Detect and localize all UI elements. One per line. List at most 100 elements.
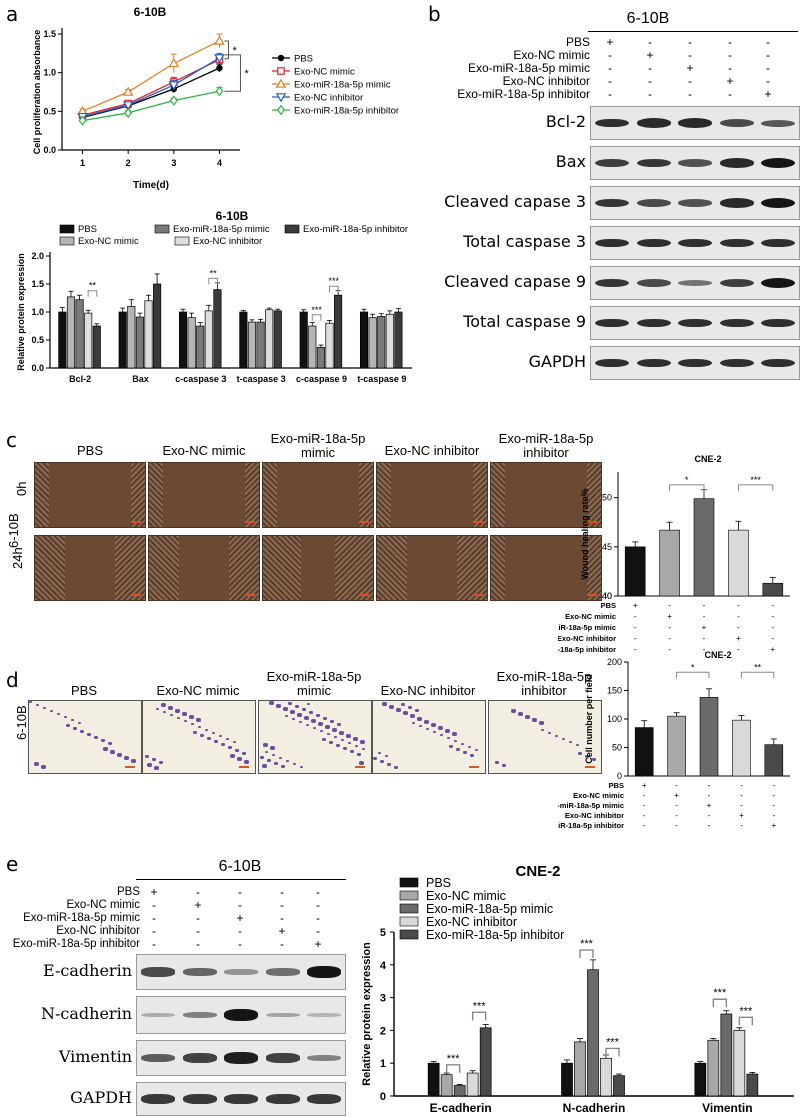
condition-label: Exo-miR-18a-5p mimic [558, 801, 624, 810]
bar [359, 311, 369, 369]
transwell-image [142, 700, 256, 774]
legend-marker [277, 104, 285, 116]
bar [273, 310, 282, 369]
migrated-cell [431, 723, 436, 727]
cell-edge-left [149, 463, 163, 527]
cell-edge-right [457, 536, 487, 600]
migrated-cell [50, 710, 53, 712]
sig-stars: *** [580, 938, 594, 950]
migrated-cell [426, 728, 429, 730]
blot-band [678, 238, 713, 248]
bar [178, 311, 188, 369]
migrated-cell [330, 720, 334, 723]
sig-star: * [232, 45, 237, 57]
blot-band [141, 967, 175, 977]
blot-membrane [136, 1082, 346, 1116]
migrated-cell [152, 758, 156, 761]
row-label: 0h [14, 481, 29, 496]
legend-label: PBS [294, 54, 313, 65]
data-point [122, 101, 134, 111]
bar [440, 1074, 453, 1097]
migrated-cell [410, 714, 415, 718]
condition-label: Exo-NC mimic [565, 612, 616, 621]
y-axis-label: Wound healing rate% [580, 488, 590, 579]
condition-mark: - [280, 898, 284, 912]
migrated-cell [170, 714, 173, 716]
blot-band [719, 278, 754, 288]
migrated-cell [445, 729, 450, 733]
migrated-cell [378, 752, 381, 754]
migrated-cell [449, 745, 453, 748]
x-tick-label: 1 [80, 158, 85, 168]
blot-band [595, 318, 629, 328]
condition-label: PBS [565, 35, 590, 49]
blot-band [678, 199, 713, 207]
cell-edge-right [587, 463, 601, 527]
condition-mark: - [772, 801, 775, 810]
migrated-cell [94, 736, 98, 739]
migrated-cell [311, 719, 316, 723]
migrated-cell [36, 704, 39, 706]
panel-label-d: d [6, 668, 19, 692]
bar [299, 311, 308, 369]
bar [187, 317, 196, 369]
blot-band [719, 358, 754, 368]
scale-bar [587, 521, 597, 523]
migrated-cell [293, 763, 296, 765]
blot-band [761, 119, 796, 127]
condition-mark: - [238, 885, 242, 899]
blot-band [636, 238, 671, 248]
bar [213, 289, 222, 369]
legend-label: Exo-NC mimic [426, 889, 506, 903]
migrated-cell [438, 726, 443, 730]
condition-mark: + [771, 821, 776, 830]
bar [634, 727, 654, 777]
migrated-cell [290, 710, 295, 714]
condition-mark: - [737, 623, 740, 632]
cell-edge-left [491, 463, 505, 527]
blot-row-label: Total caspase 3 [463, 232, 586, 251]
condition-mark: - [316, 898, 320, 912]
condition-mark: - [196, 911, 200, 925]
sig-bracket [87, 290, 98, 297]
migrated-cell [309, 711, 313, 714]
bar [728, 529, 749, 597]
bar [153, 283, 162, 369]
legend-label: Exo-miR-18a-5p mimic [426, 902, 553, 916]
cell-edge-left [263, 536, 301, 600]
condition-mark: - [608, 87, 612, 101]
migrated-cell [408, 706, 412, 709]
condition-mark: - [608, 61, 612, 75]
bar [720, 1013, 733, 1097]
legend-swatch [399, 916, 419, 927]
blot-band [678, 318, 713, 328]
y-axis-label: Relative protein expression [16, 253, 26, 371]
blot-band [595, 158, 629, 168]
blot-row-label: Vimentin [58, 1047, 132, 1066]
migrated-cell [297, 713, 302, 717]
bar [256, 321, 265, 369]
migrated-cell [189, 715, 194, 719]
data-point [214, 35, 225, 45]
chart-title: CNE-2 [694, 454, 721, 464]
migrated-cell [182, 712, 187, 716]
sig-bracket [224, 54, 241, 92]
bar [385, 313, 394, 369]
blot-row-label: Bax [555, 152, 586, 171]
panel-label-a: a [6, 2, 19, 26]
proliferation-line-chart: 6-10B 0.0 0.5 1.0 1.5 1 2 3 4 Time(d) Cell prolife… [32, 5, 399, 191]
x-tick-label: N-cadherin [563, 1101, 626, 1115]
cell-edge-left [35, 463, 49, 527]
condition-mark: - [771, 634, 774, 643]
migrated-cell [78, 722, 81, 724]
condition-mark: - [766, 35, 770, 49]
cell-edge-right [359, 463, 373, 527]
condition-mark: + [736, 634, 741, 643]
panel-label-c: c [6, 428, 17, 452]
condition-mark: - [608, 48, 612, 62]
migrated-cell [502, 764, 506, 767]
bar [368, 317, 377, 369]
blot-band [307, 1093, 342, 1105]
condition-label: Exo-miR-18a-5p inhibitor [12, 938, 140, 950]
sig-bracket [445, 1064, 461, 1073]
